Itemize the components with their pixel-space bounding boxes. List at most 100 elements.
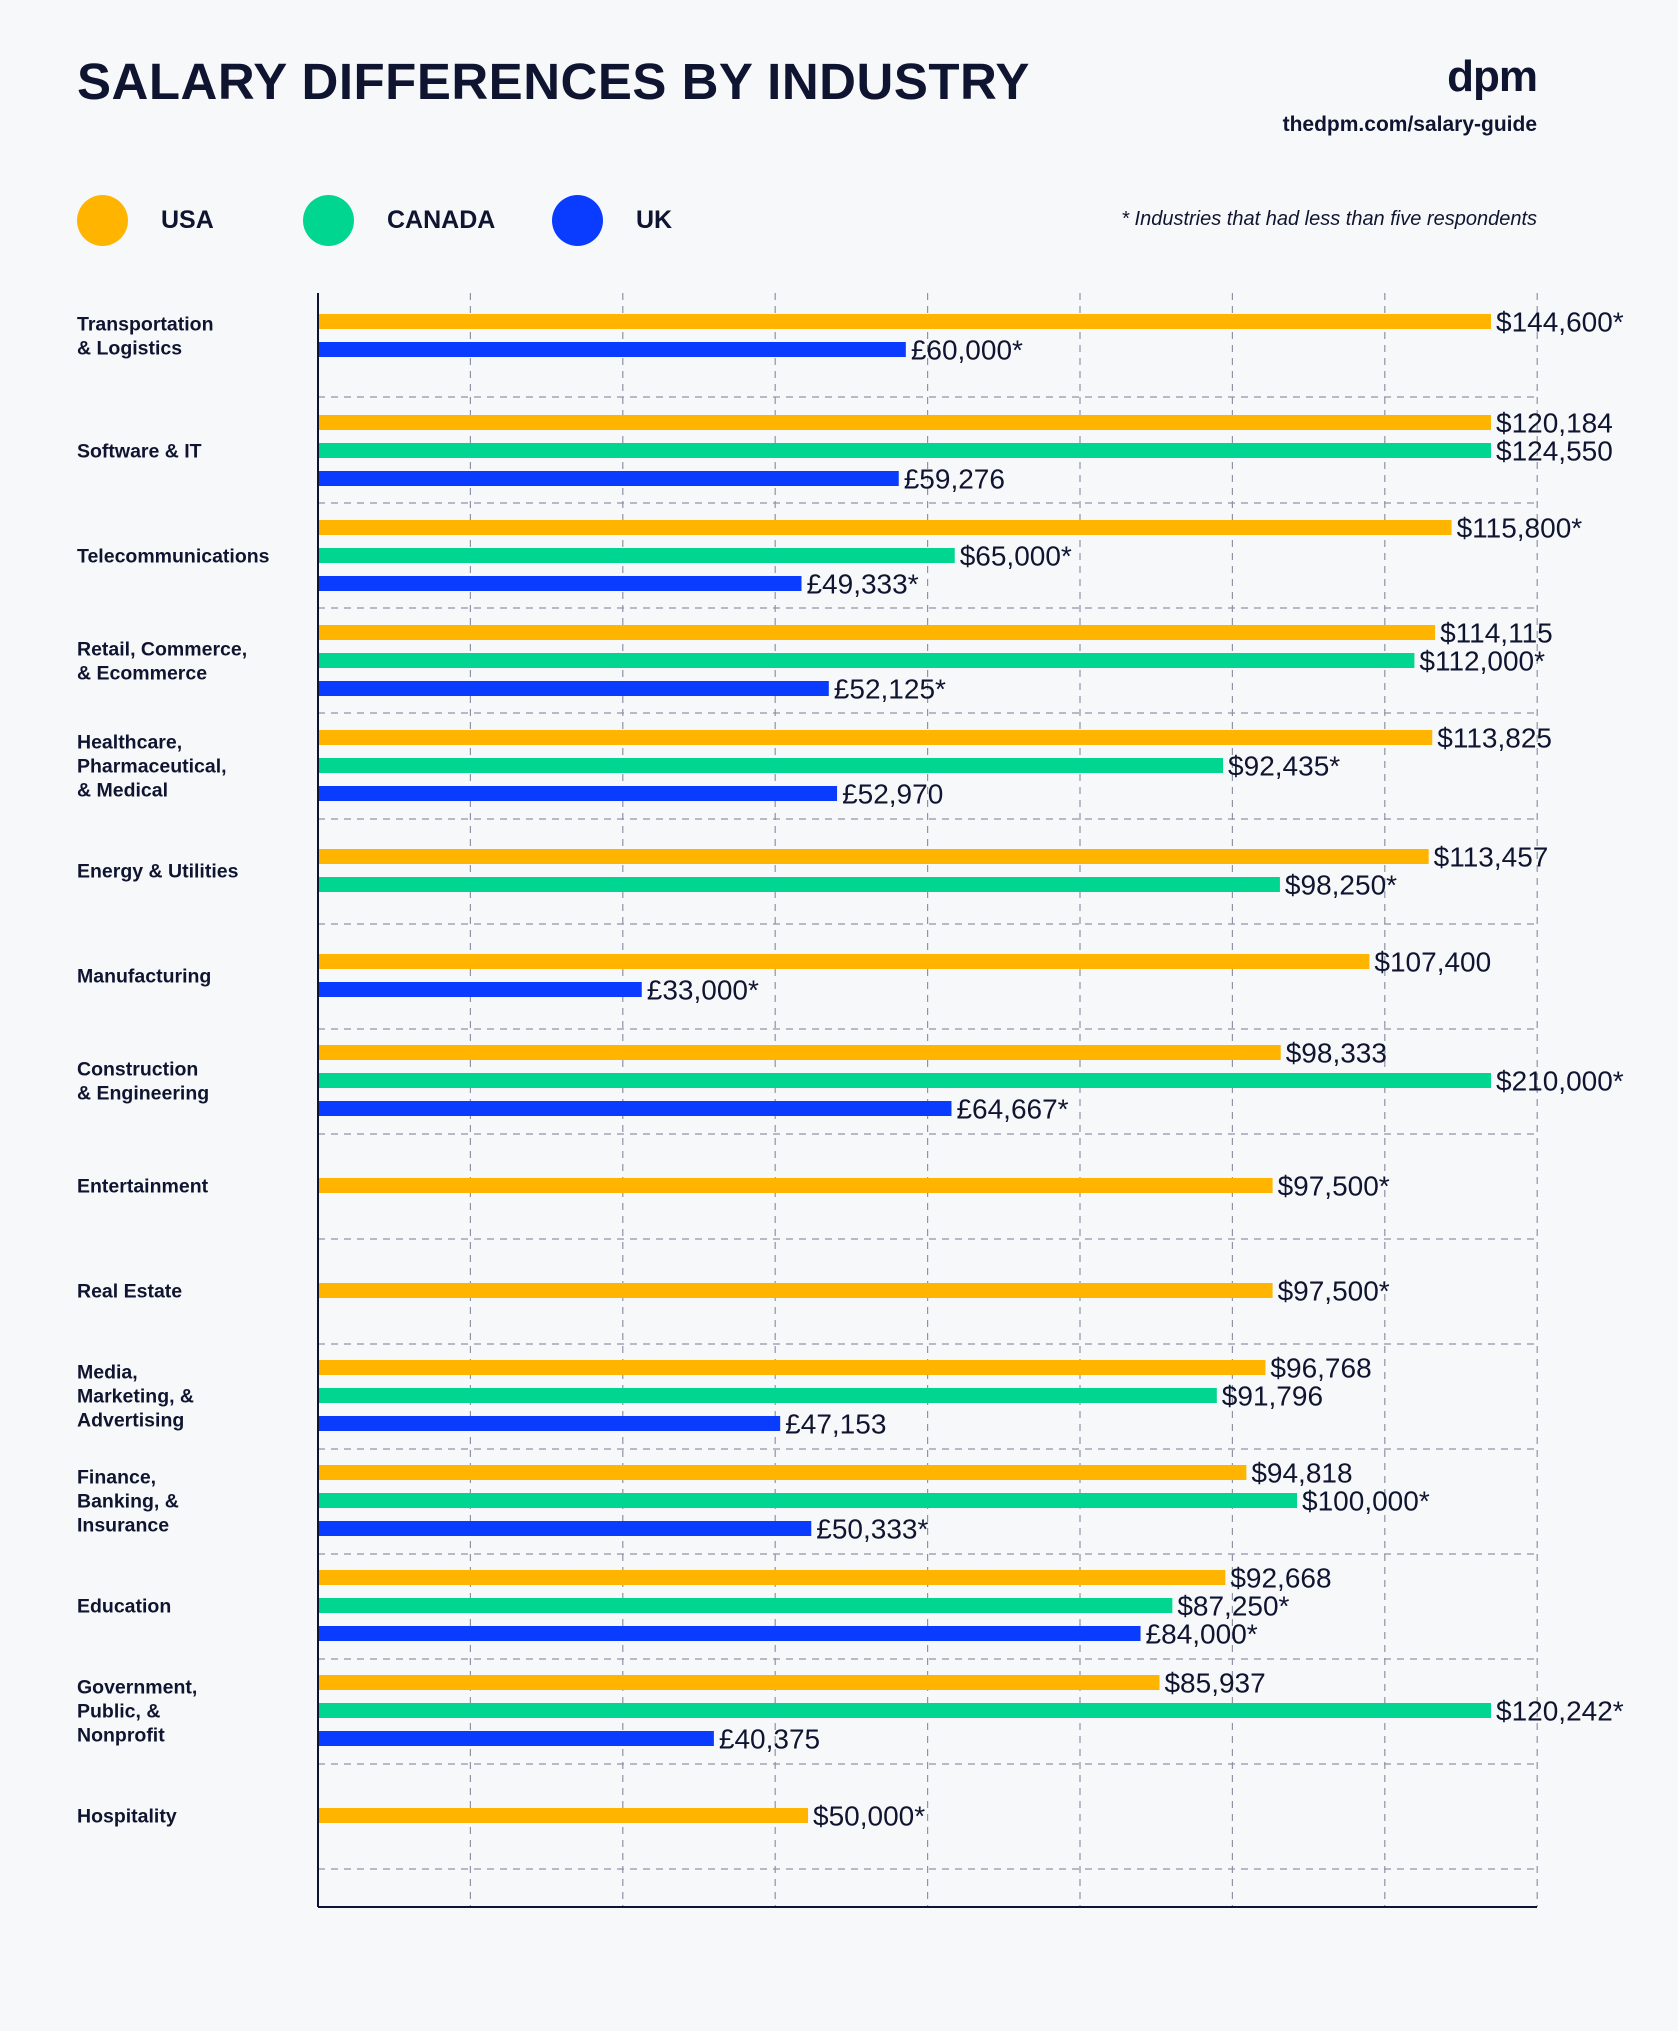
- bar-uk: [319, 1416, 781, 1431]
- bar-value-label: $94,818: [1251, 1458, 1352, 1489]
- bar-value-label: $98,333: [1286, 1038, 1387, 1069]
- bar-uk: [319, 786, 838, 801]
- bar-usa: [319, 1570, 1226, 1585]
- category-label-line: & Engineering: [77, 1083, 209, 1105]
- legend-label-uk: UK: [636, 205, 673, 234]
- dpm-logo: dpm: [1447, 52, 1538, 101]
- category-label-line: Nonprofit: [77, 1725, 165, 1747]
- bar-value-label: £50,333*: [816, 1514, 928, 1545]
- bar-canada: [319, 1598, 1173, 1613]
- bar-canada: [319, 443, 1491, 458]
- bar-value-label: $120,184: [1496, 408, 1613, 439]
- bar-canada: [319, 1073, 1491, 1088]
- category-label: Education: [77, 1596, 171, 1618]
- bar-value-label: £52,125*: [834, 674, 946, 705]
- respondents-note: * Industries that had less than five res…: [1121, 208, 1537, 230]
- bar-value-label: $100,000*: [1302, 1486, 1430, 1517]
- category-label: Entertainment: [77, 1176, 209, 1198]
- category-label-line: Pharmaceutical,: [77, 756, 227, 778]
- bar-value-label: $112,000*: [1419, 646, 1545, 677]
- bar-uk: [319, 982, 642, 997]
- page-title: SALARY DIFFERENCES BY INDUSTRY: [77, 53, 1030, 110]
- source-url: thedpm.com/salary-guide: [1282, 113, 1537, 136]
- category-label-line: & Ecommerce: [77, 663, 207, 685]
- bar-value-label: $120,242*: [1496, 1696, 1624, 1727]
- bar-value-label: $85,937: [1164, 1668, 1265, 1699]
- category-label-line: Transportation: [77, 314, 214, 336]
- bar-value-label: $91,796: [1222, 1381, 1323, 1412]
- category-label-line: Marketing, &: [77, 1386, 194, 1408]
- category-label: Retail, Commerce, & Ecommerce: [77, 639, 247, 685]
- category-label-line: Telecommunications: [77, 546, 270, 568]
- bar-value-label: $87,250*: [1177, 1591, 1289, 1622]
- bar-value-label: $114,115: [1440, 618, 1553, 649]
- category-label-line: Software & IT: [77, 441, 202, 463]
- category-label: Media, Marketing, & Advertising: [77, 1362, 194, 1432]
- category-label: Government, Public, & Nonprofit: [77, 1677, 197, 1747]
- bar-canada: [319, 1388, 1217, 1403]
- bar-usa: [319, 625, 1436, 640]
- bar-value-label: $50,000*: [813, 1801, 925, 1832]
- category-label-line: Finance,: [77, 1467, 156, 1489]
- bar-value-label: $144,600*: [1496, 307, 1624, 338]
- category-label-line: & Logistics: [77, 338, 182, 360]
- category-label: Healthcare, Pharmaceutical, & Medical: [77, 732, 227, 802]
- bar-value-label: £33,000*: [647, 975, 759, 1006]
- bar-value-label: £59,276: [904, 464, 1005, 495]
- bar-value-label: $92,435*: [1228, 751, 1340, 782]
- bar-canada: [319, 1703, 1491, 1718]
- bar-canada: [319, 1493, 1298, 1508]
- legend-item-uk: UK: [552, 193, 672, 247]
- bar-value-label: $113,457: [1434, 842, 1549, 873]
- bar-usa: [319, 520, 1452, 535]
- bar-value-label: £40,375: [719, 1724, 820, 1755]
- bar-canada: [319, 758, 1224, 773]
- bar-uk: [319, 1731, 714, 1746]
- category-label: Energy & Utilities: [77, 861, 239, 883]
- bar-usa: [319, 1178, 1273, 1193]
- category-label-line: Public, &: [77, 1701, 160, 1723]
- bar-value-label: $115,800*: [1457, 513, 1583, 544]
- bar-usa: [319, 1283, 1273, 1298]
- bar-value-label: $97,500*: [1278, 1171, 1390, 1202]
- bar-uk: [319, 342, 906, 357]
- bar-value-label: £47,153: [785, 1409, 886, 1440]
- category-label-line: Insurance: [77, 1515, 169, 1537]
- bar-uk: [319, 1626, 1141, 1641]
- category-label: Telecommunications: [77, 546, 270, 568]
- legend-item-canada: CANADA: [303, 193, 495, 247]
- category-label-line: Retail, Commerce,: [77, 639, 247, 661]
- category-label-line: & Medical: [77, 780, 168, 802]
- category-label: Construction & Engineering: [77, 1059, 209, 1105]
- legend-swatch-canada: [303, 194, 354, 246]
- category-label: Software & IT: [77, 441, 202, 463]
- bar-value-label: $113,825: [1437, 723, 1552, 754]
- category-label: Manufacturing: [77, 966, 211, 988]
- category-label-line: Advertising: [77, 1410, 184, 1432]
- bar-usa: [319, 730, 1433, 745]
- bar-uk: [319, 1101, 952, 1116]
- bar-value-label: $96,768: [1270, 1353, 1371, 1384]
- bar-uk: [319, 1521, 812, 1536]
- bar-value-label: £84,000*: [1146, 1619, 1258, 1650]
- bar-uk: [319, 681, 829, 696]
- bar-value-label: $92,668: [1230, 1563, 1331, 1594]
- legend-swatch-uk: [552, 194, 603, 246]
- bar-value-label: £64,667*: [956, 1094, 1068, 1125]
- bar-value-label: $124,550: [1496, 436, 1613, 467]
- bar-value-label: $65,000*: [960, 541, 1072, 572]
- category-label: Hospitality: [77, 1806, 177, 1828]
- bar-canada: [319, 877, 1280, 892]
- bar-value-label: $97,500*: [1278, 1276, 1390, 1307]
- bar-value-label: $107,400: [1374, 947, 1491, 978]
- category-label-line: Construction: [77, 1059, 198, 1081]
- category-label: Finance, Banking, & Insurance: [77, 1467, 179, 1537]
- category-label: Transportation & Logistics: [77, 314, 214, 360]
- bar-usa: [319, 1808, 809, 1823]
- bar-usa: [319, 1360, 1266, 1375]
- legend-label-usa: USA: [161, 205, 214, 234]
- category-label-line: Real Estate: [77, 1281, 182, 1303]
- bar-usa: [319, 954, 1370, 969]
- bar-canada: [319, 653, 1415, 668]
